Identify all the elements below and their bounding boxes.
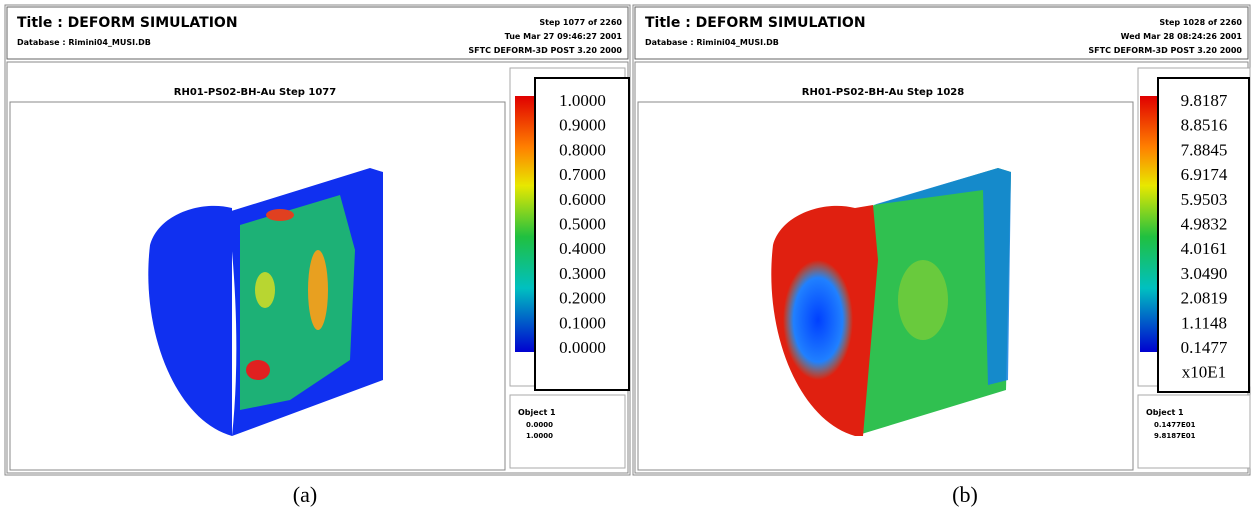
legend-value: 5.9503	[1181, 190, 1228, 209]
legend-value: 8.8516	[1181, 116, 1228, 135]
caption: (a)	[293, 482, 317, 507]
object-max: 9.8187E01	[1154, 432, 1196, 440]
legend-value: 0.2000	[559, 289, 606, 308]
plot-title: RH01-PS02-BH-Au Step 1077	[174, 87, 336, 98]
model-warm	[255, 272, 275, 308]
model-hot	[246, 360, 270, 380]
database: Database : Rimini04_MUSI.DB	[17, 38, 151, 47]
legend-value: 0.6000	[559, 190, 606, 209]
legend-value: x10E1	[1182, 363, 1226, 382]
legend-value: 7.8845	[1181, 140, 1228, 159]
legend-value: 0.8000	[559, 140, 606, 159]
legend-value: 0.7000	[559, 165, 606, 184]
panel: Title : DEFORM SIMULATION Database : Rimi…	[633, 5, 1250, 507]
legend-value: 0.3000	[559, 264, 606, 283]
object-min: 0.0000	[526, 421, 553, 429]
legend-value: 4.9832	[1181, 215, 1228, 234]
legend-value: 0.1000	[559, 313, 606, 332]
database: Database : Rimini04_MUSI.DB	[645, 38, 779, 47]
step: Step 1077 of 2260	[539, 18, 622, 27]
legend-value: 0.4000	[559, 239, 606, 258]
model-warm	[898, 260, 948, 340]
legend-value: 4.0161	[1181, 239, 1228, 258]
title: Title : DEFORM SIMULATION	[17, 15, 238, 31]
legend-value: 0.1477	[1181, 338, 1228, 357]
plot-title: RH01-PS02-BH-Au Step 1028	[802, 87, 964, 98]
legend-value: 6.9174	[1181, 165, 1228, 184]
object-label: Object 1	[1146, 408, 1184, 417]
object-max: 1.0000	[526, 432, 553, 440]
software: SFTC DEFORM-3D POST 3.20 2000	[468, 46, 622, 55]
model-hot	[308, 250, 328, 330]
step: Step 1028 of 2260	[1159, 18, 1242, 27]
legend-value: 0.9000	[559, 116, 606, 135]
date: Tue Mar 27 09:46:27 2001	[505, 32, 623, 41]
legend-value: 1.1148	[1181, 313, 1227, 332]
legend-value: 2.0819	[1181, 289, 1228, 308]
figure: Title : DEFORM SIMULATION Database : Rimi…	[0, 0, 1251, 510]
legend-value: 3.0490	[1181, 264, 1228, 283]
object-min: 0.1477E01	[1154, 421, 1196, 429]
model-core	[783, 260, 853, 380]
legend-value: 9.8187	[1181, 91, 1228, 110]
date: Wed Mar 28 08:24:26 2001	[1121, 32, 1243, 41]
color-bar	[515, 96, 537, 352]
caption: (b)	[952, 482, 978, 507]
model-hot	[266, 209, 294, 221]
panel: Title : DEFORM SIMULATION Database : Rimi…	[5, 5, 630, 507]
software: SFTC DEFORM-3D POST 3.20 2000	[1088, 46, 1242, 55]
legend-value: 0.0000	[559, 338, 606, 357]
page: Title : DEFORM SIMULATION Database : Rimi…	[0, 0, 1251, 510]
title: Title : DEFORM SIMULATION	[645, 15, 866, 31]
legend-value: 0.5000	[559, 215, 606, 234]
object-label: Object 1	[518, 408, 556, 417]
legend-value: 1.0000	[559, 91, 606, 110]
